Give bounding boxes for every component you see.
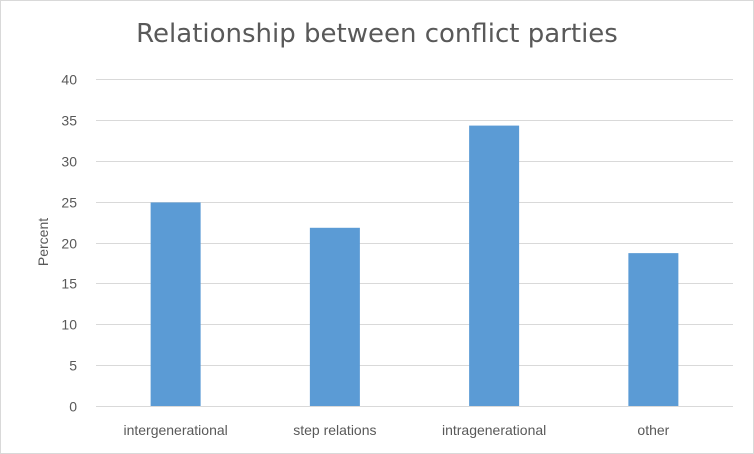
- y-tick-label: 5: [69, 358, 77, 374]
- y-tick-label: 25: [61, 195, 77, 211]
- bar: [309, 227, 360, 406]
- x-tick-label: other: [637, 422, 669, 438]
- y-tick-label: 35: [61, 113, 77, 129]
- x-tick-label: intergenerational: [123, 422, 227, 438]
- x-tick-label: intragenerational: [442, 422, 546, 438]
- y-tick-label: 15: [61, 276, 77, 292]
- bar: [150, 202, 201, 406]
- bar: [628, 253, 679, 406]
- y-tick-label: 0: [69, 399, 77, 415]
- bar: [469, 125, 520, 406]
- y-tick-label: 10: [61, 317, 77, 333]
- y-tick-label: 30: [61, 154, 77, 170]
- x-tick-label: step relations: [293, 422, 376, 438]
- chart-title: Relationship between conflict parties: [136, 19, 618, 49]
- y-tick-label: 40: [61, 72, 77, 88]
- y-tick-label: 20: [61, 236, 77, 252]
